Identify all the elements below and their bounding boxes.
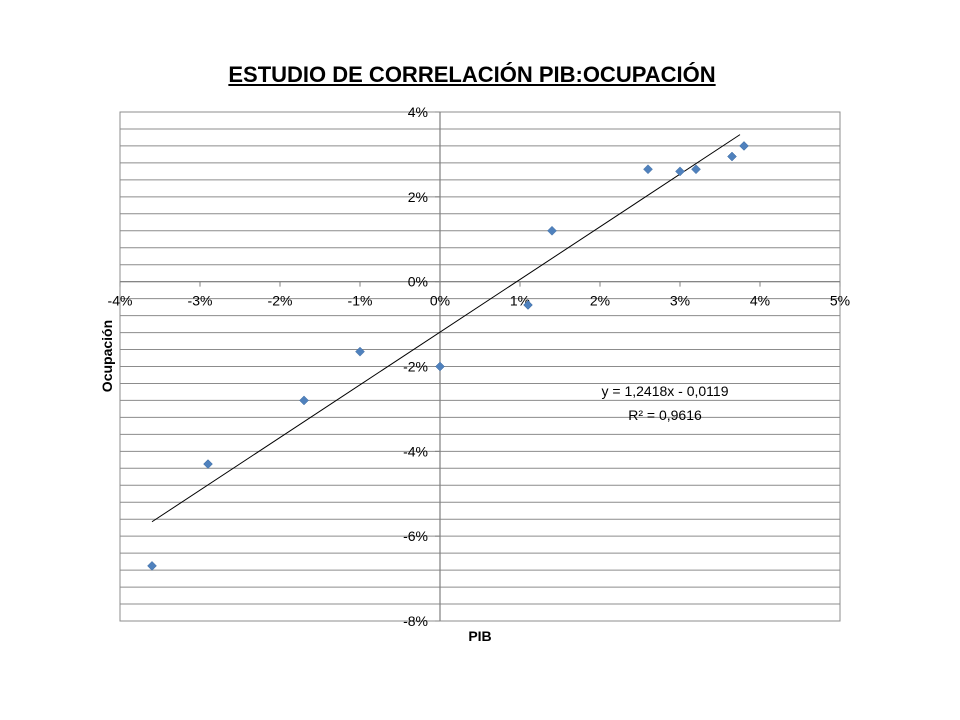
y-tick-label: -4% (403, 443, 428, 459)
y-tick-label: 4% (408, 104, 428, 120)
data-point (523, 300, 533, 310)
data-point (299, 395, 309, 406)
x-tick-label: 3% (670, 293, 690, 309)
x-tick-label: -1% (348, 293, 373, 309)
y-tick-label: 2% (408, 189, 428, 205)
trendline-r-squared: R² = 0,9616 (628, 407, 702, 423)
gridlines (119, 111, 841, 622)
data-point (727, 151, 737, 162)
trendline (151, 134, 741, 523)
chart-title: ESTUDIO DE CORRELACIÓN PIB:OCUPACIÓN (228, 62, 716, 87)
x-tick-label: 4% (750, 293, 770, 309)
data-point (355, 346, 365, 357)
x-tick-label: 5% (830, 293, 850, 309)
x-tick-label: -2% (268, 293, 293, 309)
data-point (691, 164, 701, 175)
data-point (643, 164, 653, 175)
y-axis-title: Ocupación (99, 320, 115, 392)
data-point (739, 141, 749, 151)
x-axis-title: PIB (468, 628, 491, 644)
data-point (675, 166, 685, 177)
plot-border (119, 111, 841, 622)
x-tick-label: -4% (108, 293, 133, 309)
x-tick-label: 0% (430, 293, 450, 309)
y-tick-label: -6% (403, 528, 428, 544)
data-point (147, 561, 157, 571)
trendline-group (151, 134, 741, 523)
data-points (147, 141, 749, 571)
x-tick-label: 2% (590, 293, 610, 309)
data-point (435, 361, 445, 372)
trendline-equation: y = 1,2418x - 0,0119 (602, 383, 729, 399)
y-tick-label: 0% (408, 274, 428, 290)
y-tick-label: -8% (403, 613, 428, 629)
y-tick-label: -2% (403, 359, 428, 375)
data-point (203, 459, 213, 469)
data-point (547, 225, 557, 236)
x-tick-label: -3% (188, 293, 213, 309)
